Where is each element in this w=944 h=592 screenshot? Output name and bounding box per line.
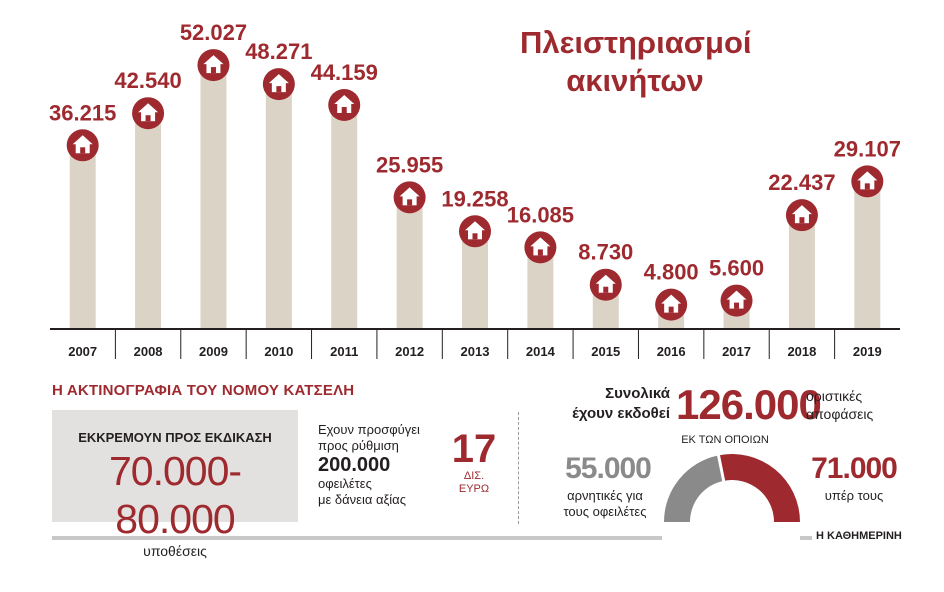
year-label: 2012 <box>395 344 424 359</box>
house-icon <box>655 288 688 321</box>
value-label: 36.215 <box>49 100 116 125</box>
appeal-line3: οφειλέτες <box>318 476 372 491</box>
year-label: 2011 <box>330 344 358 359</box>
value-label: 22.437 <box>768 170 835 195</box>
negative-decisions-label: αρνητικές για τους οφειλέτες <box>555 488 655 520</box>
loan-value-unit1: ΔΙΣ. <box>463 470 485 482</box>
decisions-label-line2: έχουν εκδοθεί <box>572 405 670 422</box>
value-label: 8.730 <box>578 240 633 265</box>
value-label: 29.107 <box>834 136 901 161</box>
pending-unit: υποθέσεις <box>143 543 207 559</box>
loan-value: 17 ΔΙΣ. ΕΥΡΩ <box>448 428 500 496</box>
loan-value-number: 17 <box>451 427 497 471</box>
pending-cases-box: ΕΚΚΡΕΜΟΥΝ ΠΡΟΣ ΕΚΔΙΚΑΣΗ 70.000-80.000 υπ… <box>52 410 298 559</box>
year-label: 2013 <box>461 344 490 359</box>
value-label: 16.085 <box>507 202 574 227</box>
appeal-text: Εχουν προσφύγει προς ρύθμιση 200.000 οφε… <box>318 422 438 508</box>
value-label: 42.540 <box>114 68 181 93</box>
pending-label: ΕΚΚΡΕΜΟΥΝ ΠΡΟΣ ΕΚΔΙΚΑΣΗ <box>78 430 272 445</box>
year-label: 2010 <box>264 344 293 359</box>
bar-2019 <box>854 181 881 329</box>
year-label: 2017 <box>722 344 751 359</box>
appeal-count: 200.000 <box>318 454 391 476</box>
loan-value-unit2: ΕΥΡΩ <box>458 483 490 495</box>
donut-negative-segment <box>664 455 724 522</box>
bar-2011 <box>331 104 358 329</box>
house-icon <box>66 129 99 162</box>
decisions-unit-line2: αποφάσεις <box>806 406 874 422</box>
decisions-unit: οριστικές αποφάσεις <box>806 387 873 423</box>
positive-decisions-label: υπέρ τους <box>824 488 884 503</box>
positive-decisions-value: 71.000 <box>811 452 898 485</box>
bar-2018 <box>788 215 815 329</box>
house-icon <box>785 199 818 232</box>
negative-decisions-value: 55.000 <box>565 452 652 485</box>
value-label: 19.258 <box>441 186 508 211</box>
value-label: 44.159 <box>311 60 378 85</box>
house-icon <box>262 68 295 101</box>
bar-2013 <box>462 231 488 329</box>
of-which-label: ΕΚ ΤΩΝ ΟΠΟΙΩΝ <box>681 434 769 446</box>
decisions-total: 126.000 <box>676 381 822 428</box>
donut-positive-segment <box>718 453 800 522</box>
negative-label-line1: αρνητικές για <box>567 488 643 503</box>
year-label: 2015 <box>591 344 620 359</box>
house-icon <box>720 284 753 317</box>
bar-2008 <box>135 113 162 330</box>
value-label: 4.800 <box>644 260 699 285</box>
house-icon <box>197 49 230 82</box>
value-label: 25.955 <box>376 152 443 177</box>
year-label: 2019 <box>853 344 882 359</box>
decisions-label-line1: Συνολικά <box>605 385 670 402</box>
decisions-unit-line1: οριστικές <box>806 388 863 404</box>
publisher-credit: Η ΚΑΘΗΜΕΡΙΝΗ <box>816 530 902 542</box>
bar-2010 <box>265 84 292 329</box>
donut-divider <box>716 453 726 484</box>
pending-range: 70.000-80.000 <box>108 448 242 542</box>
year-label: 2018 <box>787 344 816 359</box>
house-icon <box>132 97 165 130</box>
value-label: 48.271 <box>245 39 312 64</box>
bar-2007 <box>69 145 96 329</box>
year-label: 2009 <box>199 344 228 359</box>
house-icon <box>328 88 361 121</box>
dashed-divider <box>518 412 519 524</box>
appeal-line2: προς ρύθμιση <box>318 438 399 453</box>
bar-2009 <box>200 65 227 330</box>
value-label: 5.600 <box>709 256 764 281</box>
year-label: 2016 <box>657 344 686 359</box>
negative-label-line2: τους οφειλέτες <box>563 504 647 519</box>
house-icon <box>393 181 426 214</box>
bar-2012 <box>396 197 423 329</box>
chart-title: Πλειστηριασμοί ακινήτων <box>520 25 752 98</box>
house-icon <box>589 268 622 301</box>
appeal-line4: με δάνεια αξίας <box>318 492 406 507</box>
year-label: 2007 <box>68 344 97 359</box>
decisions-label: Συνολικά έχουν εκδοθεί <box>540 384 670 424</box>
house-icon <box>851 165 884 198</box>
section-title: Η ΑΚΤΙΝΟΓΡΑΦΙΑ ΤΟΥ ΝΟΜΟΥ ΚΑΤΣΕΛΗ <box>52 382 355 399</box>
house-icon <box>524 231 557 264</box>
house-icon <box>459 215 491 248</box>
decisions-donut-chart <box>664 453 800 522</box>
appeal-line1: Εχουν προσφύγει <box>318 422 420 437</box>
year-label: 2008 <box>134 344 163 359</box>
year-label: 2014 <box>526 344 556 359</box>
value-label: 52.027 <box>180 20 247 45</box>
